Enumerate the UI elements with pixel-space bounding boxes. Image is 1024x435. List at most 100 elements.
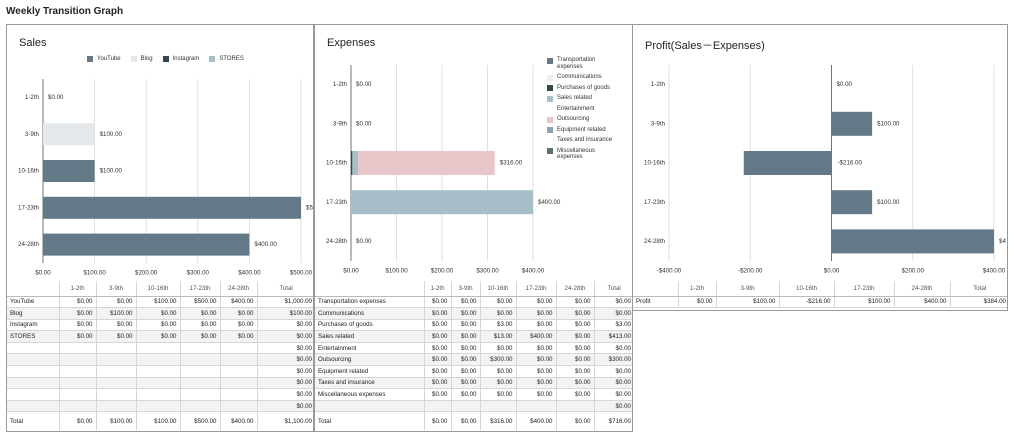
sales-table-cell: $0.00 <box>257 353 313 367</box>
sales-legend-item: Instagram <box>162 56 199 62</box>
expenses-x-tick-label: $200.00 <box>431 268 454 275</box>
sales-table-cell: $0.00 <box>136 330 181 343</box>
expenses-row-label <box>315 400 425 413</box>
profit-table-cell: $400.00 <box>894 296 951 309</box>
sales-table-cell <box>180 377 221 390</box>
sales-legend-swatch <box>209 56 216 62</box>
sales-x-tick-label: $200.00 <box>135 270 158 277</box>
expenses-legend-item: Purchases of goods <box>547 85 619 91</box>
expenses-table-cell: $0.00 <box>556 319 595 332</box>
expenses-legend-item: Communications <box>547 74 619 81</box>
expenses-table-cell: $0.00 <box>424 330 452 343</box>
profit-panel: Profit(Sales－Expenses) -$400.00 -$200.00 $… <box>632 24 1008 311</box>
sales-table-cell <box>220 353 258 367</box>
expenses-legend-item: Transportation expenses <box>547 57 619 70</box>
sales-total-row: Total $0.00 $100.00 $100.00 $500.00 $400.00 $1… <box>7 411 313 430</box>
expenses-table-cell: $0.00 <box>480 377 517 390</box>
sales-legend-label: Blog <box>140 56 153 62</box>
sales-table-cell <box>96 377 137 390</box>
page-title: Weekly Transition Graph <box>6 6 124 17</box>
sales-row-label: STORES <box>7 330 60 343</box>
expenses-table-cell: $0.00 <box>451 377 481 390</box>
expenses-category-label: 24-28th <box>326 238 348 245</box>
sales-total-cell: $100.00 <box>96 411 137 430</box>
sales-legend-swatch <box>87 56 93 62</box>
sales-table-row: $0.00 <box>7 377 313 390</box>
sales-table-header: 10-16th <box>136 281 181 297</box>
expenses-table-cell: $0.00 <box>556 388 595 401</box>
profit-table-cell: $100.00 <box>716 296 780 309</box>
expenses-chart: $0.00 $100.00 $200.00 $300.00 $400.00 1-2th 3-… <box>326 65 561 275</box>
expenses-category-label: 3-9th <box>333 120 348 127</box>
sales-table-cell: $0.00 <box>257 365 313 378</box>
sales-table-cell: $0.00 <box>96 330 137 343</box>
profit-bar <box>831 190 873 215</box>
sales-table-row: Instagram $0.00 $0.00 $0.00 $0.00 $0.00 $0.00 <box>7 319 313 332</box>
expenses-table-header: 10-16th <box>480 281 517 297</box>
sales-table-cell <box>59 377 97 390</box>
expenses-x-tick-label: $400.00 <box>522 268 545 275</box>
expenses-row-label: Transportation expenses <box>315 296 425 309</box>
expenses-table-header: 1-2th <box>424 281 452 297</box>
sales-table-cell: $0.00 <box>180 307 221 320</box>
sales-bar-label: $400.00 <box>254 241 277 248</box>
sales-table-cell: $0.00 <box>136 307 181 320</box>
expenses-table-cell: $0.00 <box>424 353 452 367</box>
expenses-category-label: 17-23th <box>326 199 348 206</box>
sales-bar <box>43 196 301 219</box>
expenses-x-tick-label: $0.00 <box>343 268 359 275</box>
sales-category-label: 3-9th <box>25 131 40 138</box>
expenses-table-cell: $0.00 <box>516 296 557 309</box>
expenses-bar-label: $0.00 <box>356 120 372 127</box>
sales-legend-label: YouTube <box>97 56 121 62</box>
profit-row-label: Profit <box>633 296 679 309</box>
expenses-table-cell: $0.00 <box>516 342 557 355</box>
expenses-table-cell <box>516 400 557 413</box>
sales-bar-label: $100.00 <box>100 168 123 175</box>
sales-table-cell: $0.00 <box>96 296 137 309</box>
expenses-table-header: 17-23th <box>516 281 557 297</box>
expenses-row-label: Sales related <box>315 330 425 343</box>
expenses-legend-swatch <box>547 95 553 102</box>
profit-table-cell: $100.00 <box>834 296 895 309</box>
sales-row-label: Blog <box>7 307 60 320</box>
expenses-table: 1-2th 3-9th 10-16th 17-23th 24-28th Total Tra… <box>315 281 632 430</box>
sales-table-cell <box>136 377 181 390</box>
expenses-table-cell: $0.00 <box>451 342 481 355</box>
expenses-legend-label: Transportation expenses <box>557 57 596 70</box>
expenses-table-row: Sales related $0.00 $0.00 $13.00 $400.00 $0.0… <box>315 330 632 343</box>
sales-table-cell <box>59 353 97 367</box>
expenses-legend-label: Entertainment <box>557 105 595 112</box>
expenses-legend-swatch <box>547 74 553 81</box>
expenses-table-cell: $413.00 <box>594 330 632 343</box>
expenses-table-cell: $0.00 <box>556 296 595 309</box>
expenses-table-cell: $0.00 <box>516 377 557 390</box>
expenses-table-row: Entertainment $0.00 $0.00 $0.00 $0.00 $0.00 $0… <box>315 342 632 355</box>
expenses-table-row: Communications $0.00 $0.00 $0.00 $0.00 $0.00 $… <box>315 307 632 320</box>
expenses-bar <box>351 190 533 215</box>
sales-table-cell <box>180 400 221 413</box>
expenses-table-cell: $0.00 <box>451 319 481 332</box>
sales-legend-swatch <box>162 56 169 62</box>
sales-table-cell: $100.00 <box>257 307 313 320</box>
sales-table-cell <box>220 377 258 390</box>
expenses-table-cell: $0.00 <box>594 377 632 390</box>
expenses-row-label: Outsourcing <box>315 353 425 367</box>
expenses-table-cell: $0.00 <box>594 400 632 413</box>
sales-table-cell <box>180 342 221 355</box>
sales-table-cell: $0.00 <box>180 330 221 343</box>
expenses-total-label: Total <box>315 411 425 430</box>
expenses-category-label: 1-2th <box>333 81 348 88</box>
sales-table-cell <box>96 342 137 355</box>
profit-table-header: 1-2th <box>678 281 717 297</box>
sales-table-header: 17-23th <box>180 281 221 297</box>
expenses-table-cell: $0.00 <box>516 307 557 320</box>
profit-x-tick-label: $0.00 <box>824 268 840 275</box>
sales-panel: Sales YouTube Blog Instagram STORES $0.00 $1… <box>6 24 314 432</box>
expenses-table-header: 24-28th <box>556 281 595 297</box>
expenses-table-row: Purchases of goods $0.00 $0.00 $3.00 $0.00 $0… <box>315 319 632 332</box>
sales-table-cell <box>180 388 221 401</box>
sales-table-cell: $0.00 <box>220 330 258 343</box>
expenses-table-cell: $0.00 <box>594 296 632 309</box>
sales-total-label: Total <box>7 411 60 430</box>
